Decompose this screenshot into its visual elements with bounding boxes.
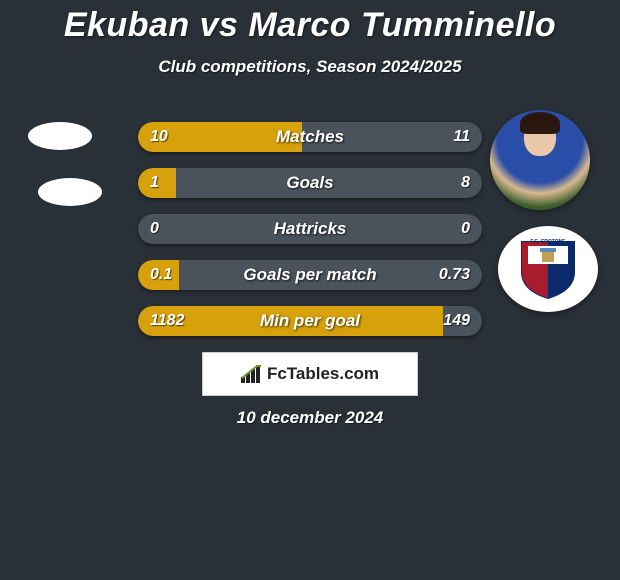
- title-player2: Marco Tumminello: [248, 6, 556, 44]
- fctables-logo-icon: [241, 365, 263, 383]
- comparison-date: 10 december 2024: [0, 408, 620, 428]
- stat-label: Min per goal: [138, 306, 482, 336]
- svg-text:F.C. CROTONE: F.C. CROTONE: [530, 239, 566, 245]
- stats-container: 1011Matches 18Goals 00Hattricks 0.10.73Goal…: [138, 122, 482, 352]
- stat-row: 00Hattricks: [138, 214, 482, 244]
- player1-club-placeholder: [38, 178, 102, 206]
- crotone-shield-icon: F.C. CROTONE: [520, 238, 576, 300]
- player2-avatar: [490, 110, 590, 210]
- brand-footer[interactable]: FcTables.com: [202, 352, 418, 396]
- comparison-title: Ekuban vs Marco Tumminello: [0, 0, 620, 45]
- stat-label: Goals per match: [138, 260, 482, 290]
- stat-row: 1182149Min per goal: [138, 306, 482, 336]
- stat-row: 0.10.73Goals per match: [138, 260, 482, 290]
- title-player1: Ekuban: [64, 6, 190, 44]
- comparison-subtitle: Club competitions, Season 2024/2025: [0, 57, 620, 77]
- stat-row: 18Goals: [138, 168, 482, 198]
- player1-avatar-placeholder: [28, 122, 92, 150]
- title-vs: vs: [200, 6, 239, 44]
- stat-label: Matches: [138, 122, 482, 152]
- brand-footer-text: FcTables.com: [267, 364, 379, 384]
- stat-label: Goals: [138, 168, 482, 198]
- stat-label: Hattricks: [138, 214, 482, 244]
- stat-row: 1011Matches: [138, 122, 482, 152]
- player2-club-badge: F.C. CROTONE: [498, 226, 598, 312]
